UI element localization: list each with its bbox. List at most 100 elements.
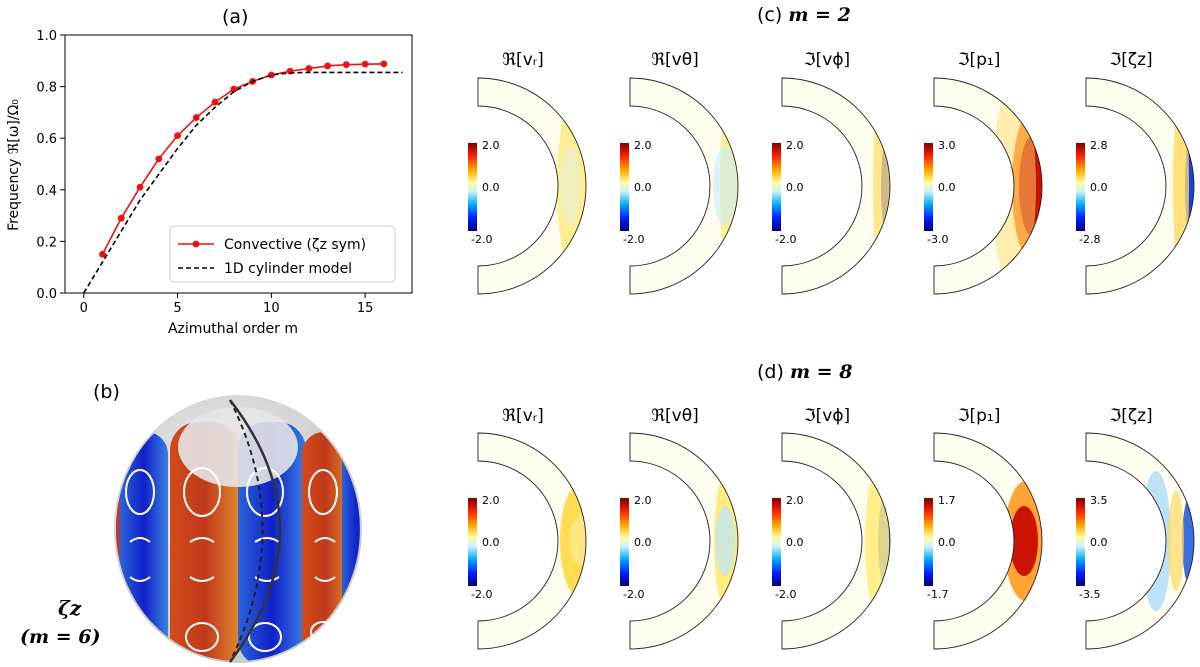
colorbar xyxy=(620,143,629,231)
panel_c-subplot-0: ℜ[vᵣ] 2.0 0.0 -2.0 xyxy=(468,50,587,295)
data-point xyxy=(192,114,200,121)
subplot-label: ℜ[vθ] xyxy=(651,50,699,70)
field-contours xyxy=(714,466,738,616)
field-blob xyxy=(560,146,580,226)
field-blob xyxy=(713,146,737,226)
panel-d-letter: (d) xyxy=(757,361,784,383)
y-tick-label: 0.4 xyxy=(36,184,57,199)
shell-background xyxy=(1086,433,1194,649)
data-point xyxy=(211,98,219,106)
subplot-label: ℑ[vϕ] xyxy=(804,50,850,70)
colorbar xyxy=(468,143,477,231)
meridional-slices: ℜ[vᵣ] 2.0 0.0 -2.0 ℜ[vθ] 2.0 0.0 -2.0 ℑ[vϕ] 2.0 0.… xyxy=(468,50,1195,650)
shell-outline xyxy=(629,432,739,650)
field-blob xyxy=(1010,506,1038,576)
series-line-1 xyxy=(83,71,403,294)
field-contours xyxy=(873,91,910,281)
legend-marker xyxy=(192,240,200,248)
colorbar-min-label: -2.0 xyxy=(775,233,796,246)
colorbar-mid-label: 0.0 xyxy=(786,536,804,549)
panel_c-subplot-1: ℜ[vθ] 2.0 0.0 -2.0 xyxy=(620,50,739,295)
colorbar-mid-label: 0.0 xyxy=(938,181,956,194)
legend-box xyxy=(169,225,396,283)
colorbar-min-label: -2.0 xyxy=(471,588,492,601)
colorbar-max-label: 3.5 xyxy=(1090,494,1108,507)
field-blob xyxy=(715,506,735,576)
colorbar-min-label: -3.0 xyxy=(927,233,948,246)
colorbar-max-label: 2.0 xyxy=(482,139,500,152)
subplot-label: ℑ[ζz] xyxy=(1109,406,1152,426)
shell-outline xyxy=(1085,77,1195,295)
colorbar xyxy=(468,498,477,586)
y-tick-label: 0.8 xyxy=(36,81,57,96)
data-point xyxy=(117,214,125,222)
shell-outline xyxy=(933,77,1043,295)
panel-d-mode: m = 8 xyxy=(789,361,853,383)
data-point xyxy=(155,155,163,163)
colorbar-mid-label: 0.0 xyxy=(482,536,500,549)
panel_c-subplot-2: ℑ[vϕ] 2.0 0.0 -2.0 xyxy=(772,50,910,295)
colorbar-max-label: 2.0 xyxy=(786,139,804,152)
shell-outline xyxy=(781,432,891,650)
field-blob xyxy=(1168,491,1184,591)
data-point xyxy=(361,60,369,68)
panel-b-mode-label: (m = 6) xyxy=(20,626,101,648)
panel_d-subplot-2: ℑ[vϕ] 2.0 0.0 -2.0 xyxy=(772,406,891,650)
panel_d-subplot-3: ℑ[p₁] 1.7 0.0 -1.7 xyxy=(924,406,1060,650)
shell-background xyxy=(782,78,890,294)
field-contours xyxy=(1004,481,1060,601)
shell-outline xyxy=(933,432,1043,650)
field-contours xyxy=(865,471,890,611)
series-line-0 xyxy=(101,63,384,255)
colorbar-mid-label: 0.0 xyxy=(786,181,804,194)
shell-background xyxy=(630,433,738,649)
field-blob xyxy=(1046,146,1062,226)
subplot-label: ℜ[vᵣ] xyxy=(502,50,544,70)
data-point xyxy=(324,62,331,70)
y-tick-label: 0.0 xyxy=(36,287,57,302)
field-contours xyxy=(992,86,1062,286)
solid-meridian xyxy=(229,399,282,663)
colorbar-min-label: -3.5 xyxy=(1079,588,1100,601)
field-blob xyxy=(1044,501,1060,581)
colorbar-min-label: -1.7 xyxy=(927,588,948,601)
panel-c-mode: m = 2 xyxy=(788,4,851,26)
colorbar-min-label: -2.0 xyxy=(623,233,644,246)
data-point xyxy=(174,132,181,140)
x-tick-label: 15 xyxy=(357,301,374,316)
panel_d-subplot-1: ℜ[vθ] 2.0 0.0 -2.0 xyxy=(620,406,739,650)
field-blob xyxy=(1182,486,1194,596)
colorbar-mid-label: 0.0 xyxy=(482,181,500,194)
colorbar xyxy=(924,143,933,231)
field-blob xyxy=(569,516,586,566)
shell-outline xyxy=(477,77,587,295)
panel-b-variable-label: ζz xyxy=(58,596,82,620)
shell-outline xyxy=(629,77,739,295)
data-point xyxy=(305,65,313,72)
colorbar-mid-label: 0.0 xyxy=(634,181,652,194)
subplot-label: ℑ[p₁] xyxy=(958,50,1001,70)
panel_c-subplot-4: ℑ[ζz] 2.8 0.0 -2.8 xyxy=(1076,50,1195,295)
plot-frame xyxy=(64,34,413,294)
shell-background xyxy=(1086,78,1194,294)
field-blob xyxy=(873,91,890,281)
shell-background xyxy=(934,433,1042,649)
colorbar-max-label: 2.0 xyxy=(482,494,500,507)
colorbar-mid-label: 0.0 xyxy=(634,536,652,549)
data-point xyxy=(342,61,350,69)
colorbar-mid-label: 0.0 xyxy=(938,536,956,549)
colorbar xyxy=(924,498,933,586)
data-point xyxy=(99,250,106,258)
shell-background xyxy=(630,78,738,294)
colorbar-max-label: 2.0 xyxy=(634,139,652,152)
field-blob xyxy=(894,141,910,231)
colorbar-min-label: -2.0 xyxy=(775,588,796,601)
panel-c-letter: (c) xyxy=(757,4,783,26)
colorbar-max-label: 2.0 xyxy=(634,494,652,507)
colorbar-mid-label: 0.0 xyxy=(1090,536,1108,549)
y-tick-label: 0.6 xyxy=(36,132,57,147)
shell-outline xyxy=(1085,432,1195,650)
legend-label: 1D cylinder model xyxy=(224,261,352,277)
flow-arrows xyxy=(125,467,338,652)
colorbar xyxy=(1076,498,1085,586)
